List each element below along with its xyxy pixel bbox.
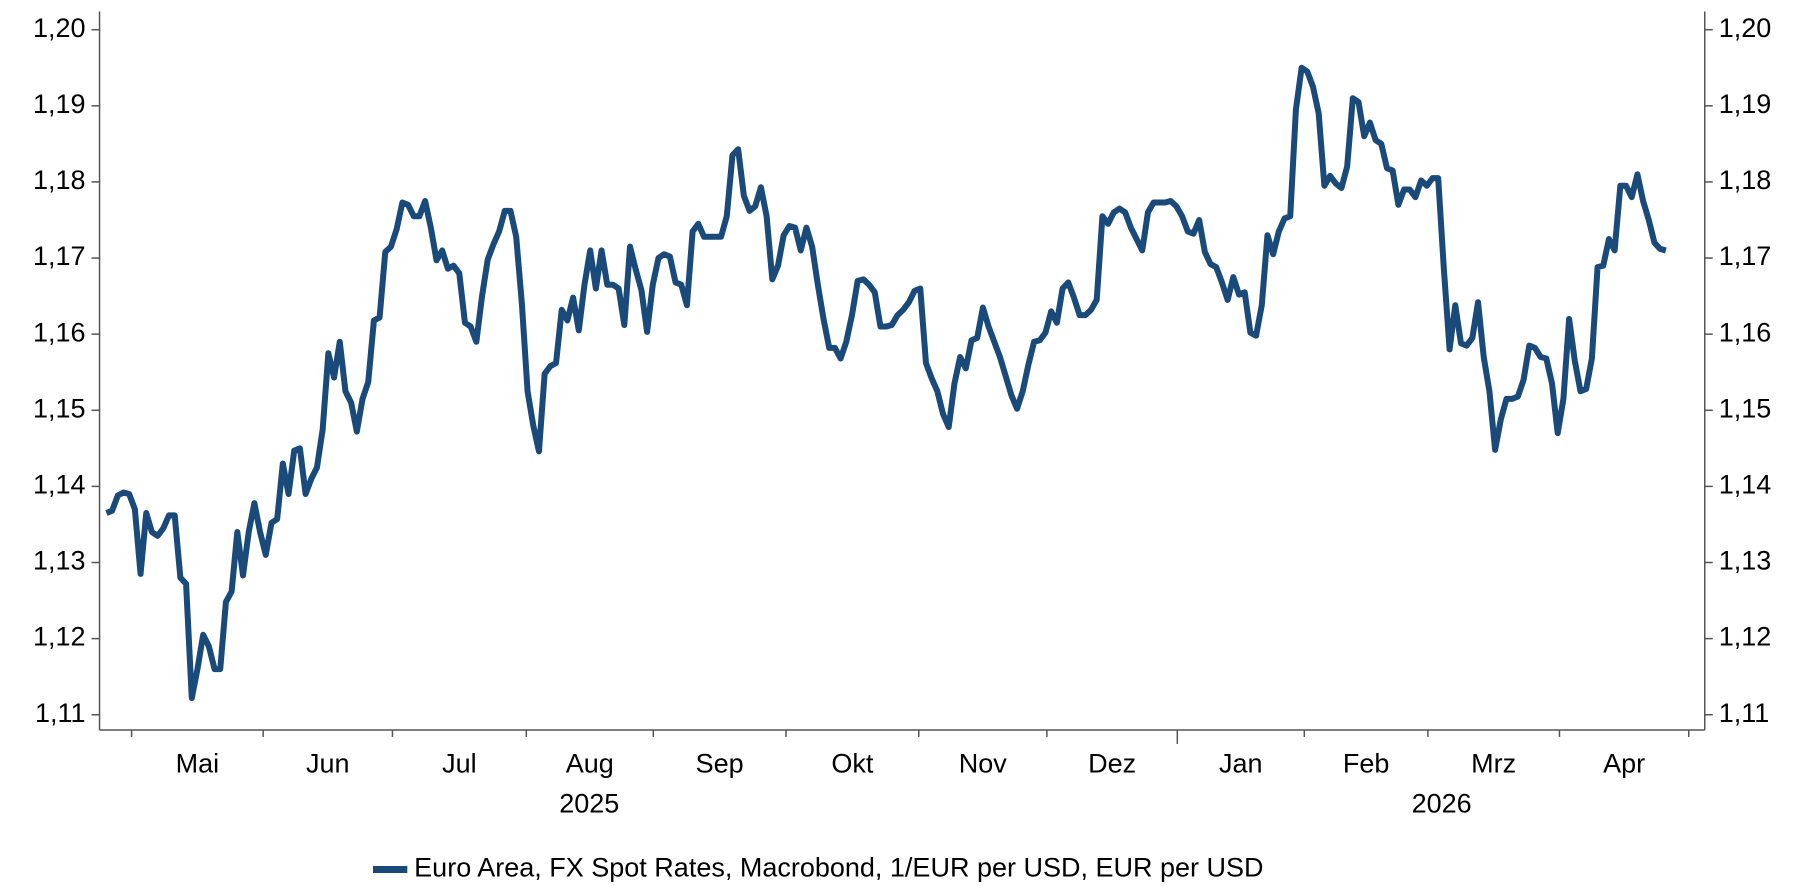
- x-tick-label: Jul: [442, 749, 477, 779]
- x-tick-label: Aug: [566, 749, 614, 779]
- y-tick-label: 1,18: [33, 165, 86, 195]
- y2-tick-label: 1,19: [1719, 89, 1772, 119]
- x-tick-label: Mrz: [1471, 749, 1516, 779]
- y-tick-label: 1,11: [35, 698, 86, 728]
- y2-tick-label: 1,13: [1719, 546, 1772, 576]
- y2-tick-label: 1,12: [1719, 622, 1772, 652]
- y-tick-label: 1,20: [33, 13, 86, 43]
- x-tick-label: Nov: [959, 749, 1008, 779]
- y-tick-label: 1,13: [33, 546, 86, 576]
- y2-tick-label: 1,15: [1719, 393, 1772, 423]
- data-line: [105, 64, 1667, 701]
- year-label: 2025: [559, 789, 619, 819]
- x-tick-label: Sep: [696, 749, 744, 779]
- y-tick-label: 1,15: [33, 393, 86, 423]
- y2-tick-label: 1,20: [1719, 13, 1772, 43]
- y-tick-label: 1,17: [33, 241, 86, 271]
- y-tick-label: 1,14: [33, 470, 86, 500]
- x-tick-label: Okt: [831, 749, 874, 779]
- y2-tick-label: 1,11: [1719, 698, 1770, 728]
- x-tick-label: Mai: [176, 749, 220, 779]
- x-tick-label: Jun: [306, 749, 350, 779]
- x-tick-label: Apr: [1603, 749, 1645, 779]
- y-tick-label: 1,19: [33, 89, 86, 119]
- y2-tick-label: 1,18: [1719, 165, 1772, 195]
- y-tick-label: 1,12: [33, 622, 86, 652]
- x-tick-label: Jan: [1219, 749, 1263, 779]
- y2-tick-label: 1,16: [1719, 317, 1772, 347]
- y-tick-label: 1,16: [33, 317, 86, 347]
- legend-label: Euro Area, FX Spot Rates, Macrobond, 1/E…: [414, 853, 1263, 883]
- x-tick-label: Dez: [1088, 749, 1136, 779]
- x-tick-label: Feb: [1343, 749, 1390, 779]
- y2-tick-label: 1,17: [1719, 241, 1772, 271]
- year-label: 2026: [1412, 789, 1472, 819]
- y2-tick-label: 1,14: [1719, 470, 1772, 500]
